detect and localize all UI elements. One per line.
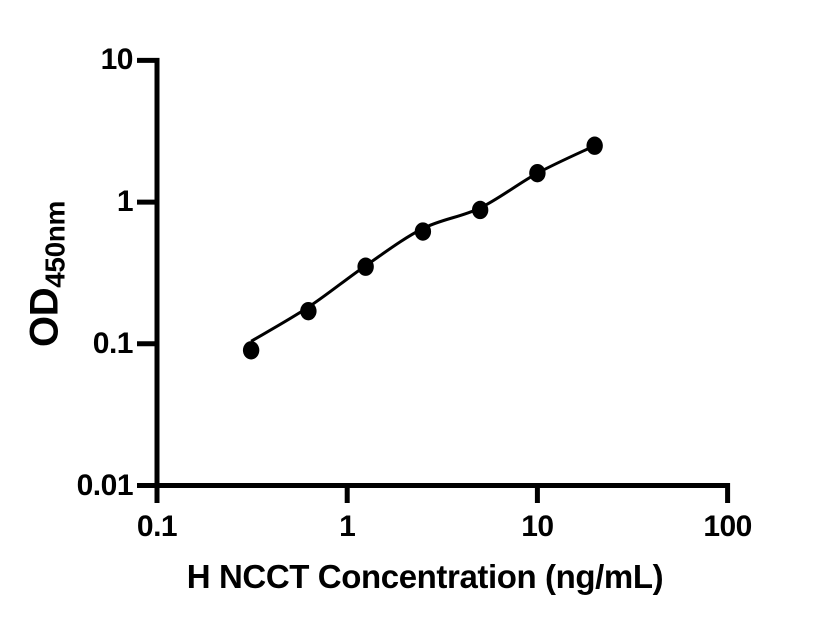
data-point-marker-4 (471, 200, 489, 220)
x-axis-title: H NCCT Concentration (ng/mL) (186, 558, 664, 595)
y-axis-title-subscript: 450nm (39, 201, 71, 288)
data-point-marker-0 (242, 341, 260, 360)
data-point-marker-2 (357, 257, 374, 276)
x-tick-label-10: 10 (521, 510, 554, 543)
y-tick-label-0.01: 0.01 (76, 468, 134, 502)
data-point-marker-1 (300, 301, 317, 321)
y-tick-label-0.1: 0.1 (92, 326, 134, 360)
data-point-marker-5 (529, 163, 546, 183)
y-tick-label-10: 10 (100, 43, 134, 77)
data-point-marker-3 (414, 222, 432, 241)
x-tick-label-0.1: 0.1 (136, 510, 178, 543)
data-point-marker-6 (586, 136, 603, 155)
y-axis-title: OD450nm (23, 201, 72, 347)
x-tick-label-100: 100 (703, 510, 752, 543)
y-tick-label-1: 1 (116, 185, 134, 219)
y-axis-title-main: OD (22, 287, 67, 347)
x-tick-label-1: 1 (339, 510, 356, 543)
